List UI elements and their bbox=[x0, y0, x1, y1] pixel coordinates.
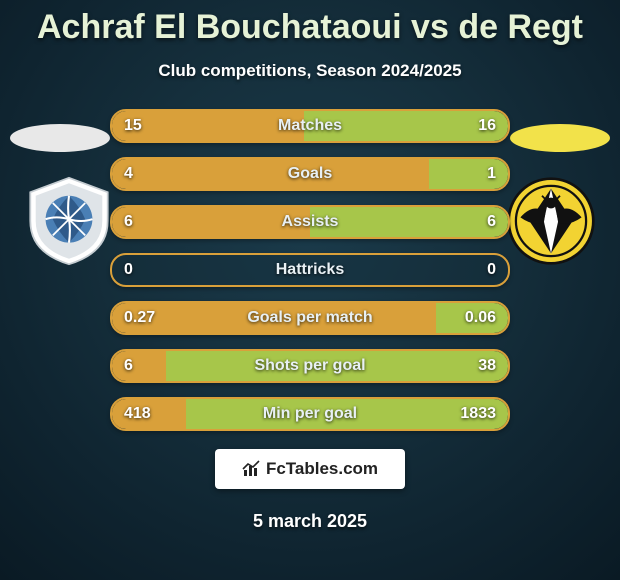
team-form-oval-right bbox=[510, 124, 610, 152]
comparison-date: 5 march 2025 bbox=[0, 511, 620, 532]
stat-label: Shots per goal bbox=[112, 351, 508, 381]
fctables-badge[interactable]: FcTables.com bbox=[215, 449, 405, 489]
stat-value-right: 0 bbox=[487, 255, 496, 285]
stat-row: 6Shots per goal38 bbox=[110, 349, 510, 383]
stat-row: 0Hattricks0 bbox=[110, 253, 510, 287]
stats-container: 15Matches16 4Goals1 6Assists6 0Hattricks0 0.… bbox=[110, 109, 510, 431]
stat-value-right: 1 bbox=[487, 159, 496, 189]
comparison-title: Achraf El Bouchataoui vs de Regt bbox=[0, 0, 620, 47]
stat-row: 6Assists6 bbox=[110, 205, 510, 239]
stat-value-right: 16 bbox=[478, 111, 496, 141]
stat-label: Goals bbox=[112, 159, 508, 189]
stat-label: Matches bbox=[112, 111, 508, 141]
comparison-subtitle: Club competitions, Season 2024/2025 bbox=[0, 61, 620, 81]
team-form-oval-left bbox=[10, 124, 110, 152]
club-crest-right bbox=[506, 176, 596, 266]
stat-value-right: 38 bbox=[478, 351, 496, 381]
chart-icon bbox=[242, 460, 262, 478]
stat-label: Hattricks bbox=[112, 255, 508, 285]
stat-value-right: 1833 bbox=[460, 399, 496, 429]
club-crest-left bbox=[24, 176, 114, 266]
stat-row: 15Matches16 bbox=[110, 109, 510, 143]
stat-label: Goals per match bbox=[112, 303, 508, 333]
stat-row: 0.27Goals per match0.06 bbox=[110, 301, 510, 335]
stat-row: 418Min per goal1833 bbox=[110, 397, 510, 431]
stat-value-right: 6 bbox=[487, 207, 496, 237]
stat-value-right: 0.06 bbox=[465, 303, 496, 333]
fctables-label: FcTables.com bbox=[242, 459, 378, 479]
stat-label: Min per goal bbox=[112, 399, 508, 429]
stat-label: Assists bbox=[112, 207, 508, 237]
stat-row: 4Goals1 bbox=[110, 157, 510, 191]
